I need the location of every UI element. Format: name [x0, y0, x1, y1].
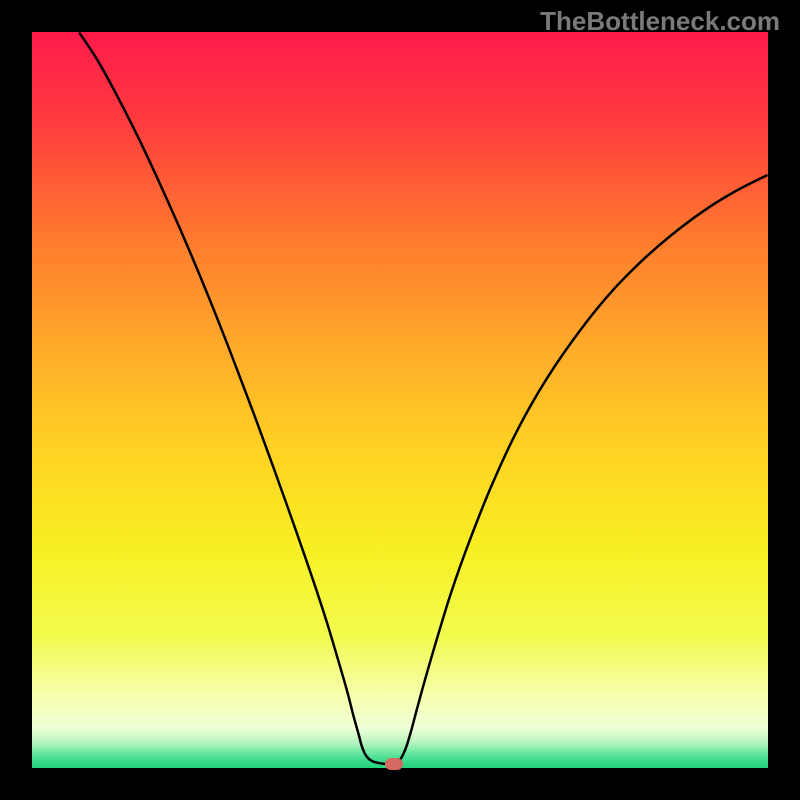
- plot-area: [32, 32, 768, 768]
- watermark-text: TheBottleneck.com: [540, 6, 780, 37]
- bottleneck-dip-marker: [385, 758, 403, 770]
- bottleneck-curve: [32, 32, 768, 768]
